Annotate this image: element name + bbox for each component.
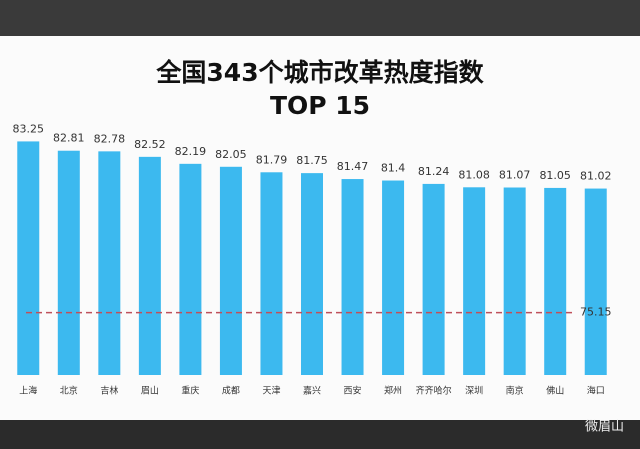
chart-title: 全国343个城市改革热度指数	[155, 58, 484, 87]
x-tick-label: 海口	[587, 385, 605, 397]
bar	[138, 156, 161, 375]
bar	[503, 187, 526, 375]
value-label: 81.79	[256, 153, 288, 166]
value-label: 82.81	[53, 132, 85, 145]
top-bar	[0, 0, 640, 36]
bar	[422, 183, 445, 375]
bar	[584, 188, 607, 375]
value-label: 82.05	[215, 148, 247, 161]
x-tick-label: 郑州	[384, 385, 402, 397]
value-label: 81.08	[458, 168, 490, 181]
value-label: 81.47	[337, 160, 369, 173]
chart-subtitle: TOP 15	[270, 91, 370, 120]
value-label: 83.25	[13, 122, 45, 135]
value-label: 82.52	[134, 138, 166, 151]
reference-label: 75.15	[580, 306, 612, 319]
bar	[179, 163, 202, 375]
x-tick-label: 南京	[506, 385, 524, 397]
bar	[57, 150, 80, 375]
value-label: 82.19	[175, 145, 207, 158]
value-label: 81.05	[539, 169, 571, 182]
bar	[463, 187, 486, 375]
x-tick-label: 成都	[222, 385, 240, 397]
x-tick-label: 北京	[60, 385, 78, 397]
value-label: 81.75	[296, 154, 328, 167]
bar	[301, 173, 323, 375]
x-tick-label: 佛山	[546, 385, 564, 397]
x-tick-label: 嘉兴	[303, 385, 321, 397]
bar	[260, 172, 283, 375]
bar	[382, 180, 405, 375]
x-tick-label: 齐齐哈尔	[416, 385, 452, 397]
value-label: 81.24	[418, 165, 450, 178]
x-tick-label: 吉林	[100, 385, 118, 397]
bar	[544, 187, 567, 375]
x-tick-label: 上海	[19, 385, 37, 397]
x-tick-label: 重庆	[181, 385, 199, 397]
value-label: 81.4	[381, 162, 406, 175]
bar	[341, 179, 364, 375]
value-label: 81.02	[580, 170, 612, 183]
x-tick-label: 深圳	[465, 386, 483, 397]
bar	[17, 141, 40, 375]
x-tick-label: 眉山	[141, 386, 159, 397]
x-tick-label: 西安	[344, 385, 362, 397]
bottom-bar	[0, 420, 640, 449]
bar	[219, 166, 242, 375]
bar	[98, 151, 121, 375]
x-tick-label: 天津	[262, 386, 280, 397]
value-label: 81.07	[499, 169, 531, 182]
watermark: 微眉山	[585, 420, 624, 435]
value-label: 82.78	[94, 132, 126, 145]
